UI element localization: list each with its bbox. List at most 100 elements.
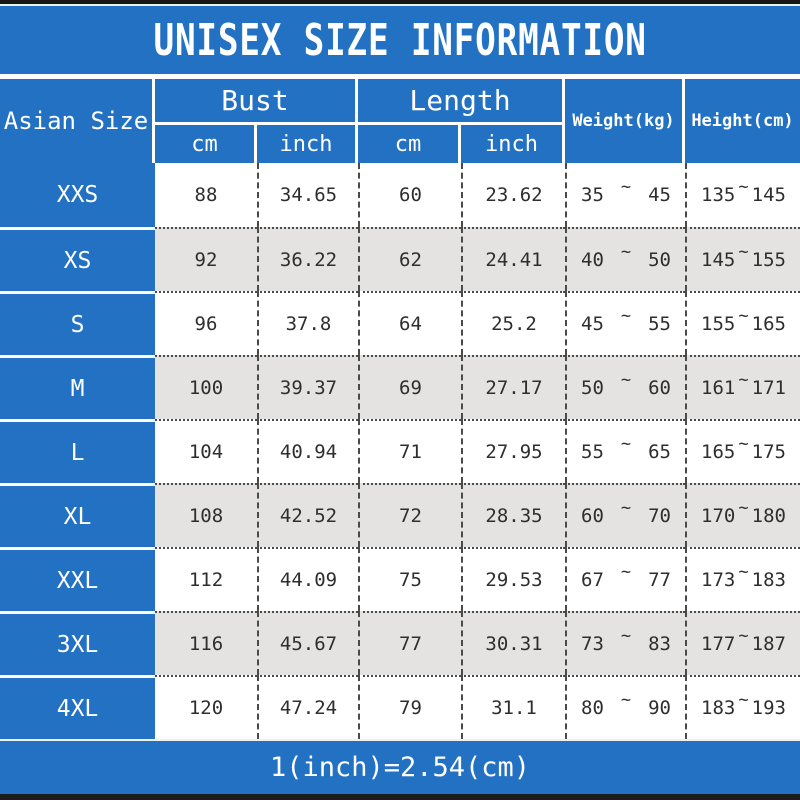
height-max-value: 145 (751, 184, 786, 206)
size-label-cell: XS (0, 227, 155, 291)
table-body: XXS 88 34.65 60 23.62 35 ~ 45 135 ~ 145 … (0, 163, 800, 739)
length-inch-cell: 30.31 (461, 611, 565, 675)
range-tilde: ~ (738, 498, 749, 518)
height-range-cell: 145 ~ 155 (685, 227, 800, 291)
table-row: L 104 40.94 71 27.95 55 ~ 65 165 ~ 175 (0, 419, 800, 483)
range-tilde: ~ (738, 434, 749, 454)
weight-max-value: 90 (648, 697, 671, 719)
size-label-cell: M (0, 355, 155, 419)
bust-cm-cell: 112 (155, 547, 257, 611)
title-banner: UNISEX SIZE INFORMATION (0, 4, 800, 74)
bust-cm-cell: 104 (155, 419, 257, 483)
table-row: XXL 112 44.09 75 29.53 67 ~ 77 173 ~ 183 (0, 547, 800, 611)
length-group-header: Length (358, 79, 565, 125)
range-tilde: ~ (620, 434, 632, 454)
weight-range-cell: 60 ~ 70 (565, 483, 685, 547)
weight-range-cell: 50 ~ 60 (565, 355, 685, 419)
height-range-cell: 161 ~ 171 (685, 355, 800, 419)
height-range-cell: 135 ~ 145 (685, 163, 800, 227)
length-inch-cell: 24.41 (461, 227, 565, 291)
length-inch-cell: 23.62 (461, 163, 565, 227)
length-cm-cell: 64 (358, 291, 461, 355)
weight-max-value: 60 (648, 377, 671, 399)
weight-min-value: 40 (581, 249, 604, 271)
height-header: Height(cm) (685, 79, 800, 163)
bust-cm-cell: 100 (155, 355, 257, 419)
height-min-value: 183 (701, 697, 736, 719)
length-cm-cell: 62 (358, 227, 461, 291)
length-inch-cell: 27.17 (461, 355, 565, 419)
bust-cm-cell: 120 (155, 675, 257, 739)
bust-inch-cell: 42.52 (257, 483, 358, 547)
bust-inch-cell: 34.65 (257, 163, 358, 227)
height-max-value: 165 (751, 313, 786, 335)
height-min-value: 135 (701, 184, 736, 206)
weight-max-value: 65 (648, 441, 671, 463)
length-inch-cell: 31.1 (461, 675, 565, 739)
height-max-value: 171 (751, 377, 786, 399)
height-range-cell: 177 ~ 187 (685, 611, 800, 675)
weight-min-value: 80 (581, 697, 604, 719)
corner-header-asian-size: Asian Size (0, 79, 155, 163)
bust-cm-cell: 116 (155, 611, 257, 675)
page-title: UNISEX SIZE INFORMATION (153, 14, 647, 66)
range-tilde: ~ (620, 177, 632, 197)
weight-range-cell: 40 ~ 50 (565, 227, 685, 291)
weight-range-cell: 80 ~ 90 (565, 675, 685, 739)
table-header: Asian Size Bust Length cm inch cm inch W… (0, 79, 800, 163)
length-cm-header: cm (358, 125, 461, 163)
bust-inch-cell: 44.09 (257, 547, 358, 611)
weight-max-value: 77 (648, 569, 671, 591)
height-min-value: 173 (701, 569, 736, 591)
table-row: XS 92 36.22 62 24.41 40 ~ 50 145 ~ 155 (0, 227, 800, 291)
weight-min-value: 35 (581, 184, 604, 206)
height-range-cell: 173 ~ 183 (685, 547, 800, 611)
weight-min-value: 67 (581, 569, 604, 591)
height-min-value: 145 (701, 249, 736, 271)
range-tilde: ~ (738, 626, 749, 646)
length-inch-cell: 28.35 (461, 483, 565, 547)
bust-cm-cell: 108 (155, 483, 257, 547)
size-label-cell: L (0, 419, 155, 483)
height-min-value: 155 (701, 313, 736, 335)
weight-range-cell: 55 ~ 65 (565, 419, 685, 483)
range-tilde: ~ (620, 626, 632, 646)
height-max-value: 175 (751, 441, 786, 463)
height-max-value: 155 (751, 249, 786, 271)
height-max-value: 180 (751, 505, 786, 527)
size-label-cell: XXS (0, 163, 155, 227)
weight-max-value: 83 (648, 633, 671, 655)
range-tilde: ~ (620, 498, 632, 518)
bust-inch-cell: 37.8 (257, 291, 358, 355)
bust-inch-cell: 36.22 (257, 227, 358, 291)
top-border-bar (0, 0, 800, 4)
length-inch-cell: 27.95 (461, 419, 565, 483)
height-range-cell: 165 ~ 175 (685, 419, 800, 483)
range-tilde: ~ (620, 306, 632, 326)
bust-cm-cell: 92 (155, 227, 257, 291)
range-tilde: ~ (738, 690, 749, 710)
length-inch-header: inch (461, 125, 565, 163)
bust-cm-cell: 88 (155, 163, 257, 227)
range-tilde: ~ (738, 177, 749, 197)
bust-inch-cell: 40.94 (257, 419, 358, 483)
size-label-cell: XL (0, 483, 155, 547)
weight-max-value: 70 (648, 505, 671, 527)
height-max-value: 193 (751, 697, 786, 719)
height-min-value: 177 (701, 633, 736, 655)
size-label-cell: 3XL (0, 611, 155, 675)
size-label-cell: XXL (0, 547, 155, 611)
bust-inch-header: inch (257, 125, 358, 163)
weight-min-value: 60 (581, 505, 604, 527)
range-tilde: ~ (738, 562, 749, 582)
bust-cm-header: cm (155, 125, 257, 163)
range-tilde: ~ (738, 306, 749, 326)
weight-min-value: 50 (581, 377, 604, 399)
height-min-value: 161 (701, 377, 736, 399)
weight-range-cell: 35 ~ 45 (565, 163, 685, 227)
length-cm-cell: 75 (358, 547, 461, 611)
bust-inch-cell: 39.37 (257, 355, 358, 419)
banner-table-divider (0, 74, 800, 79)
range-tilde: ~ (620, 370, 632, 390)
